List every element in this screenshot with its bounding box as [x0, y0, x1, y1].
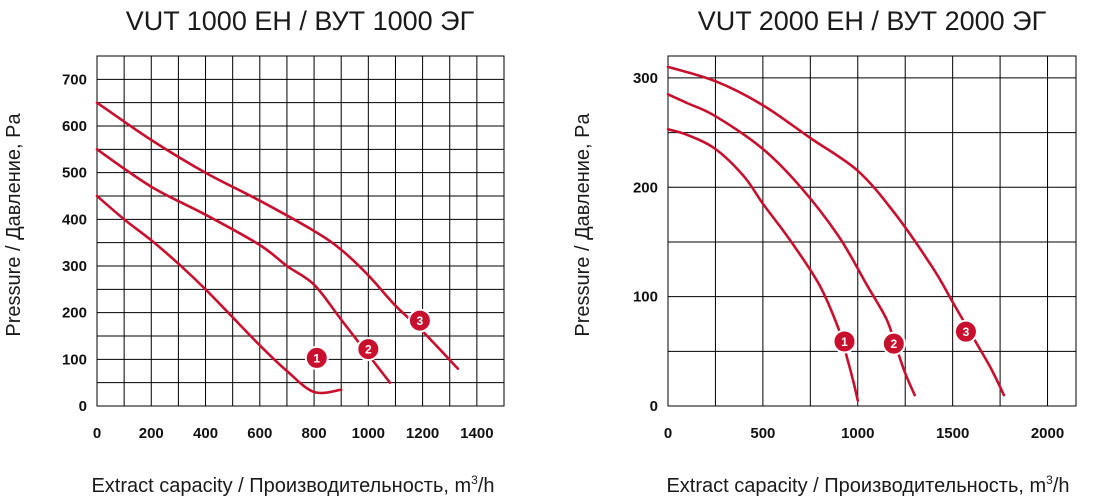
chart-1-series-1-badge: 1: [304, 345, 329, 370]
chart-2-ylabel: Pressure / Давление, Pa: [572, 113, 594, 337]
chart-1-title: VUT 1000 ЕН / ВУТ 1000 ЭГ: [126, 6, 475, 36]
chart-1-xlabel-tail: /h: [478, 475, 495, 497]
chart-2-plot-frame: [667, 55, 1077, 407]
chart-2-series-3-badge-circle: [953, 319, 978, 344]
chart-1-series-1-line: [95, 194, 343, 395]
chart-1-xtick-label: 1000: [352, 425, 385, 442]
chart-2-xtick-label: 0: [664, 425, 672, 442]
chart-2-ytick-label: 100: [633, 289, 658, 306]
chart-2-series-1-badge-circle: [832, 329, 857, 354]
chart-1-series-3-badge-label: 3: [417, 314, 424, 328]
chart-1-series-3-badge: 3: [407, 308, 432, 333]
chart-2-xtick-label: 1500: [936, 425, 969, 442]
chart-2-xtick-label: 500: [750, 425, 775, 442]
chart-1-xtick-label: 400: [193, 425, 218, 442]
chart-1-xlabel: Extract capacity / Производительность, m…: [91, 473, 494, 497]
chart-1-xtick-label: 200: [139, 425, 164, 442]
chart-2-series-2-badge-circle: [881, 331, 906, 356]
chart-2-ytick-label: 300: [633, 70, 658, 87]
chart-2-series-1-badge-label: 1: [841, 335, 848, 349]
chart-2-xlabel-sup: 3: [1046, 473, 1053, 487]
chart-1-xtick-label: 1200: [406, 425, 439, 442]
chart-2-series-2-line: [666, 93, 916, 397]
chart-1-ytick-label: 700: [62, 71, 87, 88]
chart-2: VUT 2000 ЕН / ВУТ 2000 ЭГ0 500 1000 1500 200…: [572, 6, 1077, 497]
chart-1-xlabel-main: Extract capacity / Производительность, m: [91, 475, 471, 497]
chart-2-series-2-badge: 2: [881, 331, 906, 356]
chart-1-ytick-label: 100: [62, 351, 87, 368]
chart-1-xtick-label: 0: [93, 425, 101, 442]
chart-1-series-3-badge-circle: [407, 308, 432, 333]
chart-2-xlabel-tail: /h: [1053, 475, 1070, 497]
chart-2-ytick-label: 200: [633, 179, 658, 196]
chart-2-series-3-line: [666, 65, 1006, 397]
chart-2-series-2-badge-label: 2: [890, 337, 897, 351]
chart-1: VUT 1000 ЕН / ВУТ 1000 ЭГ0 200 400 600 800 10…: [3, 6, 505, 497]
chart-1-series-1-badge-circle: [304, 345, 329, 370]
chart-1-ylabel: Pressure / Давление, Pa: [3, 113, 25, 337]
chart-1-ytick-label: 0: [79, 398, 87, 415]
chart-1-ytick-label: 600: [62, 118, 87, 135]
chart-2-grid: [667, 55, 1077, 407]
chart-2-xtick-label: 2000: [1031, 425, 1064, 442]
chart-1-series-2-badge-circle: [356, 337, 381, 362]
chart-2-series-1-line: [666, 128, 860, 402]
chart-1-xtick-label: 1400: [460, 425, 493, 442]
chart-1-series-2-badge-label: 2: [365, 343, 372, 357]
chart-1-ytick-label: 200: [62, 305, 87, 322]
chart-2-series-1-badge: 1: [832, 329, 857, 354]
chart-1-xlabel-sup: 3: [471, 473, 478, 487]
chart-2-title: VUT 2000 ЕН / ВУТ 2000 ЭГ: [698, 6, 1047, 36]
chart-1-xtick-label: 800: [302, 425, 327, 442]
chart-1-plot-frame: [96, 55, 505, 407]
chart-2-xlabel: Extract capacity / Производительность, m…: [666, 473, 1069, 497]
chart-1-series-3-line: [95, 101, 460, 370]
chart-2-xtick-label: 1000: [841, 425, 874, 442]
chart-1-ytick-label: 500: [62, 165, 87, 182]
chart-2-xlabel-main: Extract capacity / Производительность, m: [666, 475, 1046, 497]
chart-1-ytick-label: 300: [62, 258, 87, 275]
chart-1-ytick-label: 400: [62, 211, 87, 228]
chart-1-xtick-label: 600: [247, 425, 272, 442]
chart-2-series-3-badge: 3: [953, 319, 978, 344]
chart-1-series-1-badge-label: 1: [313, 351, 320, 365]
chart-1-series-2-badge: 2: [356, 337, 381, 362]
chart-2-series-3-badge-label: 3: [963, 325, 970, 339]
chart-2-ytick-label: 0: [650, 398, 658, 415]
